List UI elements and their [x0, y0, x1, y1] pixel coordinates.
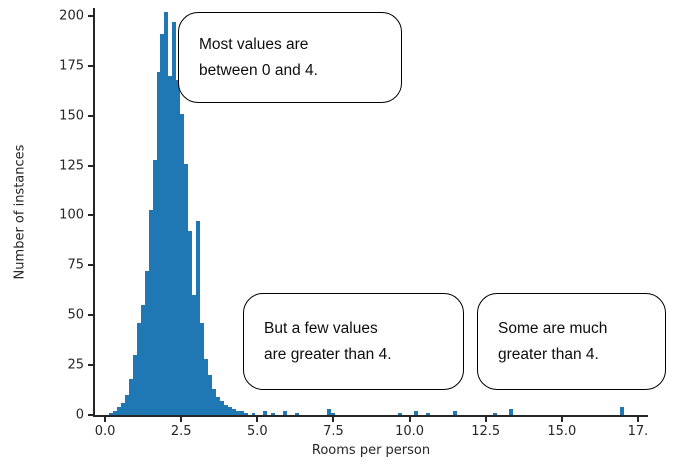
y-tick: [88, 314, 93, 317]
y-tick-label: 75: [67, 257, 84, 273]
histogram-bar: [136, 323, 141, 415]
annotation-line: Some are much: [498, 319, 608, 337]
x-tick-label: 15.0: [547, 424, 577, 439]
histogram-bar: [239, 411, 244, 415]
histogram-bar: [144, 271, 149, 415]
histogram-bar: [180, 113, 185, 415]
x-tick-label: 2.5: [170, 424, 192, 439]
histogram-bar: [326, 409, 331, 415]
x-tick: [256, 417, 259, 422]
histogram-bar: [295, 413, 300, 415]
histogram-bar: [251, 413, 256, 415]
histogram-bar: [168, 75, 173, 415]
x-tick-label: 17.: [627, 424, 649, 439]
histogram-bar: [219, 401, 224, 415]
histogram-bar: [263, 411, 268, 415]
y-tick: [88, 114, 93, 117]
histogram-bar: [148, 209, 153, 415]
y-tick-label: 200: [59, 8, 84, 24]
histogram-bar: [132, 355, 137, 415]
histogram-bar: [156, 71, 161, 415]
x-tick: [484, 417, 487, 422]
y-tick-label: 175: [59, 58, 84, 74]
plot-area: 0.0 2.5 5.0 7.5 10.0 12.5 15.0 17. 0 25 50 75 100 125…: [59, 8, 648, 439]
y-tick-label: 0: [75, 407, 84, 423]
histogram-bar: [330, 413, 335, 415]
histogram-bar: [204, 359, 208, 415]
y-axis-label: Number of instances: [12, 144, 28, 280]
histogram-bar: [413, 411, 418, 415]
histogram-bar: [128, 379, 133, 415]
y-tick: [88, 414, 93, 416]
x-tick-label: 5.0: [246, 424, 268, 439]
histogram-bar: [109, 413, 113, 415]
x-tick: [332, 417, 335, 422]
histogram-bar: [116, 407, 121, 415]
annotation-line: Most values are: [199, 35, 309, 53]
x-tick: [180, 417, 183, 422]
histogram-bar: [184, 163, 189, 415]
annotation-line: between 0 and 4.: [199, 61, 318, 79]
annotation-line: greater than 4.: [498, 345, 599, 363]
histogram-bar: [508, 409, 513, 415]
histogram-bar: [188, 231, 193, 415]
y-tick: [88, 164, 93, 167]
histogram-bar: [235, 411, 240, 415]
y-tick-label: 100: [59, 207, 84, 223]
x-axis-label: Rooms per person: [311, 443, 431, 458]
y-tick-label: 125: [59, 158, 84, 174]
x-tick-label: 0.0: [94, 424, 116, 439]
histogram-bar: [243, 413, 248, 415]
x-tick: [636, 417, 639, 422]
histogram-bar: [200, 323, 204, 415]
annotation-most-values: Most values are between 0 and 4.: [178, 12, 402, 103]
annotation-line: But a few values: [264, 319, 378, 337]
histogram-bar: [227, 407, 232, 415]
histogram-bar: [196, 221, 201, 415]
histogram-bar: [160, 33, 165, 415]
histogram-bar: [164, 11, 169, 415]
histogram-bar: [112, 411, 117, 415]
histogram-bar: [152, 159, 157, 415]
x-tick: [560, 417, 563, 422]
x-tick-label: 12.5: [471, 424, 501, 439]
histogram-bar: [493, 413, 497, 415]
histogram-bar: [176, 79, 181, 415]
histogram-bar: [283, 411, 288, 415]
x-axis-spine: [93, 415, 648, 417]
annotation-line: are greater than 4.: [264, 345, 392, 363]
x-tick: [104, 417, 107, 422]
y-tick: [88, 14, 93, 17]
histogram-bar: [271, 413, 276, 415]
y-tick: [88, 364, 93, 367]
histogram-bar: [172, 21, 177, 415]
histogram-bar: [397, 413, 402, 415]
histogram-bar: [207, 375, 212, 415]
x-tick: [408, 417, 411, 422]
y-tick-label: 25: [67, 357, 84, 373]
y-tick-label: 150: [59, 108, 84, 124]
histogram-bar: [124, 395, 129, 415]
y-tick: [88, 214, 93, 217]
histogram-bar: [140, 305, 145, 415]
annotation-much-greater: Some are much greater than 4.: [477, 293, 666, 390]
y-tick: [88, 64, 93, 67]
histogram-bar: [211, 389, 216, 415]
histogram-bar: [215, 397, 220, 415]
histogram-bar: [120, 403, 125, 415]
histogram-bar: [223, 405, 228, 415]
y-tick: [88, 264, 93, 267]
histogram-bar: [453, 411, 458, 415]
x-tick-label: 7.5: [323, 424, 344, 439]
histogram-bar: [619, 407, 624, 415]
y-tick-label: 50: [67, 307, 84, 323]
annotation-few-values: But a few values are greater than 4.: [243, 293, 464, 390]
x-tick-label: 10.0: [395, 424, 425, 439]
histogram-bar: [425, 413, 430, 415]
histogram-bar: [192, 295, 197, 415]
histogram-bar: [231, 409, 236, 415]
y-axis-spine: [93, 8, 95, 415]
